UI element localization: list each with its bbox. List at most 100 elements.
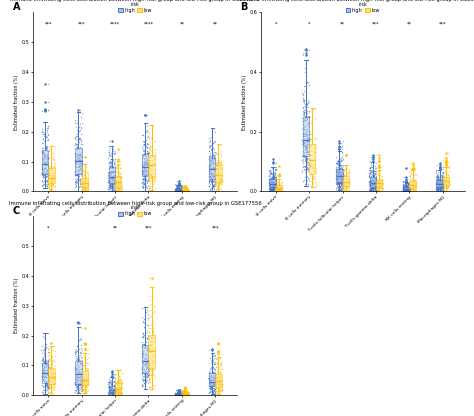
Point [110, 388, 118, 395]
Point [340, 181, 348, 188]
Point [78, 379, 86, 385]
Point [182, 391, 190, 398]
Point [116, 388, 124, 395]
Point [338, 166, 346, 172]
Point [210, 387, 218, 394]
Point [211, 156, 219, 163]
Point [303, 148, 310, 155]
Point [147, 372, 155, 379]
Point [272, 178, 279, 185]
Point [112, 184, 120, 191]
Point [433, 177, 440, 184]
Point [305, 161, 312, 168]
Point [84, 170, 92, 176]
Point [335, 178, 342, 185]
Point [271, 181, 279, 188]
Point [374, 186, 382, 193]
Point [371, 181, 378, 188]
Point [217, 173, 225, 180]
Point [209, 157, 216, 164]
Point [338, 178, 346, 185]
Point [410, 177, 418, 184]
Point [112, 388, 119, 395]
Point [305, 108, 313, 115]
Point [72, 171, 79, 178]
Point [210, 177, 218, 184]
Point [180, 390, 188, 397]
Point [216, 387, 224, 394]
Point [211, 387, 219, 394]
Point [178, 185, 186, 191]
Point [46, 370, 54, 376]
Point [173, 178, 181, 185]
Point [179, 391, 186, 398]
Point [118, 180, 125, 187]
Point [301, 111, 308, 118]
Point [209, 176, 216, 183]
Point [140, 176, 147, 182]
Point [84, 379, 92, 385]
Point [144, 162, 151, 168]
Point [76, 376, 84, 382]
Point [48, 186, 56, 193]
Point [42, 360, 50, 367]
Point [109, 184, 117, 191]
Point [343, 176, 351, 182]
Point [41, 172, 48, 178]
Point [44, 372, 51, 379]
Point [79, 182, 87, 188]
Point [406, 187, 413, 193]
Point [111, 168, 118, 174]
Point [150, 334, 158, 341]
Point [266, 186, 273, 192]
Point [116, 387, 123, 394]
Point [438, 184, 446, 191]
Point [336, 166, 343, 173]
Point [173, 187, 180, 194]
Point [111, 372, 119, 379]
Point [72, 366, 80, 372]
Point [78, 388, 86, 395]
Point [49, 182, 56, 188]
Point [435, 165, 443, 172]
Point [176, 187, 183, 194]
Point [410, 183, 417, 190]
Point [374, 183, 382, 190]
Point [403, 182, 410, 188]
Point [333, 159, 340, 166]
Point [51, 175, 59, 182]
Point [117, 391, 125, 397]
Point [76, 152, 83, 158]
Point [114, 387, 122, 394]
Point [434, 182, 442, 189]
Point [44, 146, 51, 153]
Point [38, 357, 46, 363]
Point [180, 188, 188, 194]
Point [41, 384, 49, 391]
Point [150, 152, 157, 159]
Point [42, 344, 49, 351]
Point [76, 352, 84, 359]
Point [183, 188, 191, 194]
Point [366, 170, 374, 176]
Point [268, 183, 275, 189]
Point [106, 382, 113, 389]
Point [109, 386, 117, 393]
Point [173, 183, 181, 189]
Point [182, 392, 190, 399]
Point [150, 372, 158, 379]
Point [206, 379, 213, 385]
Point [433, 184, 441, 191]
Point [216, 177, 223, 184]
Point [77, 169, 84, 176]
Point [109, 386, 117, 393]
Point [441, 180, 448, 186]
Point [173, 186, 180, 193]
Point [269, 180, 276, 186]
Point [112, 181, 119, 188]
Point [406, 172, 414, 178]
Point [403, 185, 411, 191]
Point [334, 186, 341, 193]
Point [180, 391, 187, 398]
Point [306, 136, 313, 142]
